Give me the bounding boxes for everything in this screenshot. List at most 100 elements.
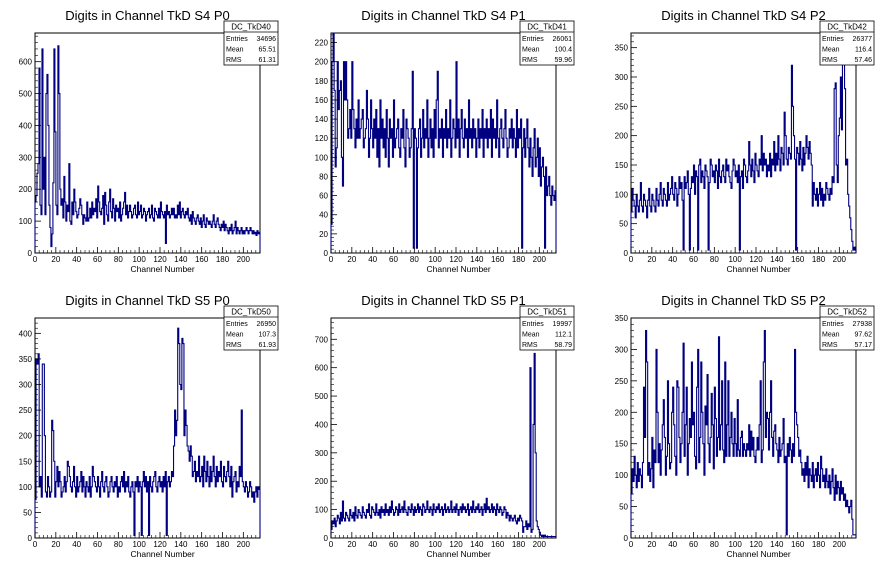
stats-label: RMS — [522, 342, 538, 349]
stats-box: DC_TkD42 Entries 26377 Mean 116.4 RMS 57.46 — [819, 20, 875, 66]
y-tick-label: 350 — [615, 44, 629, 53]
plot-frame — [34, 32, 261, 254]
histogram-line — [630, 330, 857, 538]
stats-value: 100.4 — [554, 47, 572, 54]
stats-box: DC_TkD40 Entries 34696 Mean 65.51 RMS 61.31 — [223, 20, 279, 66]
stats-label: RMS — [226, 57, 242, 64]
panel-title: Digits in Channel TkD S5 P2 — [661, 293, 826, 308]
y-tick-label: 250 — [19, 406, 33, 415]
stats-value: 57.46 — [854, 57, 872, 64]
stats-box-frame — [223, 20, 279, 66]
histogram-panel: Digits in Channel TkD S4 P1 0 20 40 60 80 100 1… — [315, 8, 575, 274]
x-tick-label: 60 — [93, 255, 102, 264]
y-tick-label: 100 — [615, 190, 629, 199]
x-tick-label: 40 — [368, 540, 377, 549]
panel-title: Digits in Channel TkD S4 P2 — [661, 8, 826, 23]
x-tick-label: 80 — [114, 540, 123, 549]
stats-label: Entries — [822, 36, 844, 43]
stats-label: Mean — [822, 332, 840, 339]
x-tick-label: 0 — [629, 255, 634, 264]
y-tick-label: 600 — [19, 58, 33, 67]
x-tick-label: 200 — [237, 255, 251, 264]
x-tick-label: 120 — [749, 540, 763, 549]
x-tick-label: 200 — [833, 255, 847, 264]
stats-value: 61.93 — [258, 342, 276, 349]
x-tick-label: 60 — [389, 255, 398, 264]
histogram-line — [330, 32, 557, 253]
stats-box: DC_TkD52 Entries 27938 Mean 97.62 RMS 57.17 — [819, 305, 875, 351]
plot-frame — [330, 317, 557, 539]
stats-label: RMS — [522, 57, 538, 64]
x-tick-label: 100 — [132, 255, 146, 264]
x-tick-label: 100 — [728, 540, 742, 549]
stats-histogram-name: DC_TkD50 — [231, 308, 271, 317]
y-tick-label: 500 — [315, 392, 329, 401]
y-tick-label: 100 — [315, 506, 329, 515]
y-tick-label: 700 — [315, 335, 329, 344]
panel-title: Digits in Channel TkD S5 P0 — [65, 293, 230, 308]
x-tick-label: 40 — [668, 255, 677, 264]
stats-label: RMS — [822, 57, 838, 64]
x-tick-label: 20 — [347, 255, 356, 264]
y-tick-label: 400 — [19, 121, 33, 130]
stats-label: Entries — [522, 36, 544, 43]
y-tick-label: 0 — [28, 249, 33, 258]
x-tick-label: 200 — [533, 540, 547, 549]
x-tick-label: 0 — [33, 540, 38, 549]
x-tick-label: 160 — [491, 540, 505, 549]
stats-label: Entries — [226, 321, 248, 328]
stats-label: Mean — [822, 47, 840, 54]
stats-box-frame — [819, 20, 875, 66]
x-tick-label: 120 — [449, 540, 463, 549]
x-tick-label: 20 — [647, 540, 656, 549]
stats-value: 112.1 — [555, 332, 572, 339]
x-tick-label: 140 — [770, 255, 784, 264]
x-axis-label: Channel Number — [726, 549, 790, 559]
stats-value: 27938 — [853, 321, 873, 328]
y-tick-label: 20 — [319, 230, 328, 239]
x-axis-label: Channel Number — [726, 264, 790, 274]
x-tick-label: 140 — [174, 255, 188, 264]
x-tick-label: 40 — [72, 540, 81, 549]
x-tick-label: 200 — [833, 540, 847, 549]
y-tick-label: 200 — [615, 408, 629, 417]
stats-label: Entries — [226, 36, 248, 43]
stats-histogram-name: DC_TkD41 — [527, 23, 567, 32]
y-tick-label: 80 — [319, 172, 328, 181]
stats-label: RMS — [822, 342, 838, 349]
y-tick-label: 150 — [615, 161, 629, 170]
x-tick-label: 140 — [470, 540, 484, 549]
x-tick-label: 180 — [812, 255, 826, 264]
stats-value: 26950 — [257, 321, 277, 328]
y-tick-label: 220 — [315, 39, 329, 48]
x-tick-label: 100 — [428, 255, 442, 264]
y-tick-label: 300 — [615, 73, 629, 82]
y-tick-label: 120 — [315, 134, 329, 143]
y-tick-label: 500 — [19, 90, 33, 99]
x-tick-label: 40 — [72, 255, 81, 264]
stats-label: Mean — [226, 332, 244, 339]
y-tick-label: 200 — [615, 132, 629, 141]
x-tick-label: 180 — [512, 255, 526, 264]
x-tick-label: 20 — [51, 540, 60, 549]
stats-value: 59.96 — [554, 57, 572, 64]
histogram-panel: Digits in Channel TkD S4 P2 0 20 40 60 80 100 1… — [615, 8, 875, 274]
x-tick-label: 140 — [470, 255, 484, 264]
y-tick-label: 250 — [615, 377, 629, 386]
x-tick-label: 100 — [132, 540, 146, 549]
stats-histogram-name: DC_TkD40 — [231, 23, 271, 32]
x-tick-label: 120 — [749, 255, 763, 264]
stats-label: Mean — [522, 47, 540, 54]
y-tick-label: 400 — [315, 420, 329, 429]
histogram-panel: Digits in Channel TkD S5 P1 0 20 40 60 80 100 1… — [315, 293, 575, 559]
x-tick-label: 0 — [329, 255, 334, 264]
x-axis-label: Channel Number — [426, 264, 490, 274]
x-tick-label: 120 — [153, 255, 167, 264]
x-tick-label: 60 — [93, 540, 102, 549]
stats-box-frame — [519, 305, 575, 351]
panel-title: Digits in Channel TkD S5 P1 — [361, 293, 526, 308]
y-tick-label: 200 — [315, 477, 329, 486]
y-tick-label: 160 — [315, 96, 329, 105]
x-tick-label: 60 — [689, 255, 698, 264]
